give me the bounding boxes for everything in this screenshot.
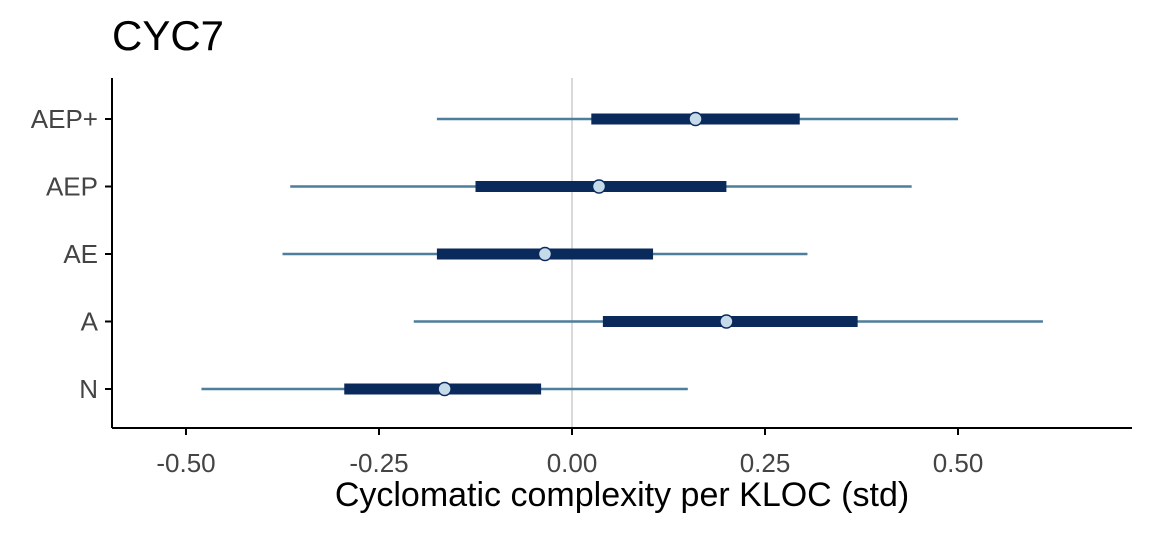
point-estimate <box>591 179 607 194</box>
x-tick-label: -0.50 <box>156 448 215 478</box>
x-tick-label: 0.50 <box>933 448 984 478</box>
x-axis-label: Cyclomatic complexity per KLOC (std) <box>334 476 910 514</box>
y-tick-label: N <box>79 374 98 404</box>
y-tick-label: AEP+ <box>31 104 98 134</box>
y-tick-label: A <box>81 307 99 337</box>
y-tick-label: AE <box>63 239 98 269</box>
y-tick-label: AEP <box>46 172 98 202</box>
point-estimate <box>719 314 734 329</box>
chart-title: CYC7 <box>112 12 225 59</box>
point-estimate <box>537 246 553 262</box>
point-estimate <box>688 111 703 127</box>
point-estimate <box>437 381 452 397</box>
x-tick-label: -0.25 <box>349 448 408 478</box>
x-tick-label: 0.00 <box>547 448 598 478</box>
x-tick-label: 0.25 <box>740 448 791 478</box>
